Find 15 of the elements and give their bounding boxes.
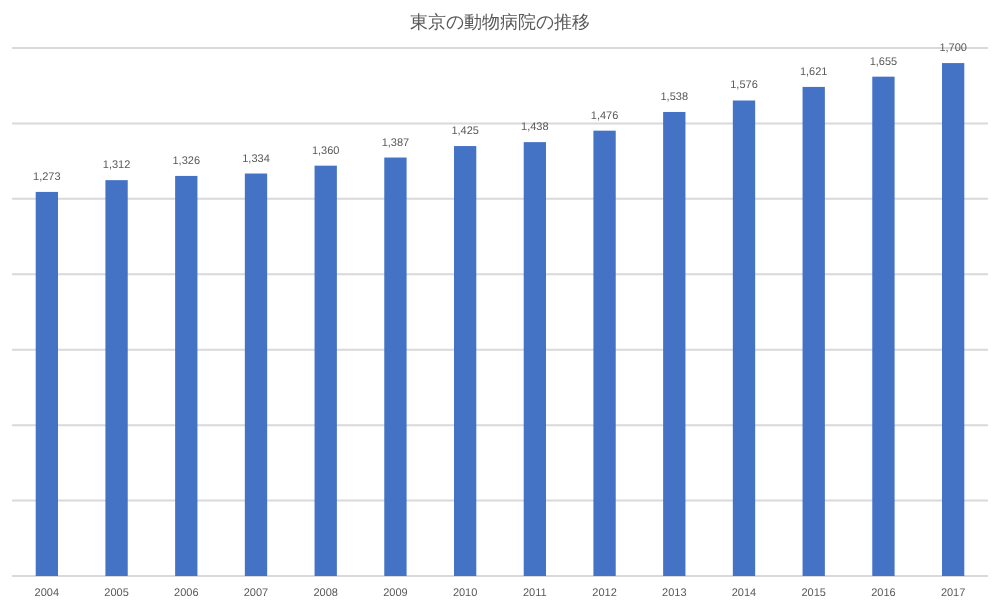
bar <box>314 165 337 576</box>
bar <box>593 130 616 576</box>
bar <box>175 175 198 576</box>
bar <box>941 63 965 576</box>
bar <box>244 173 268 576</box>
bar <box>35 191 59 576</box>
bar <box>663 111 686 576</box>
bar <box>732 100 756 576</box>
chart-title: 東京の動物病院の推移 <box>410 12 590 32</box>
bar <box>453 146 477 576</box>
bar <box>105 180 128 576</box>
bar <box>384 157 407 576</box>
bar <box>872 76 895 576</box>
bar <box>523 142 547 576</box>
bar <box>802 86 825 576</box>
